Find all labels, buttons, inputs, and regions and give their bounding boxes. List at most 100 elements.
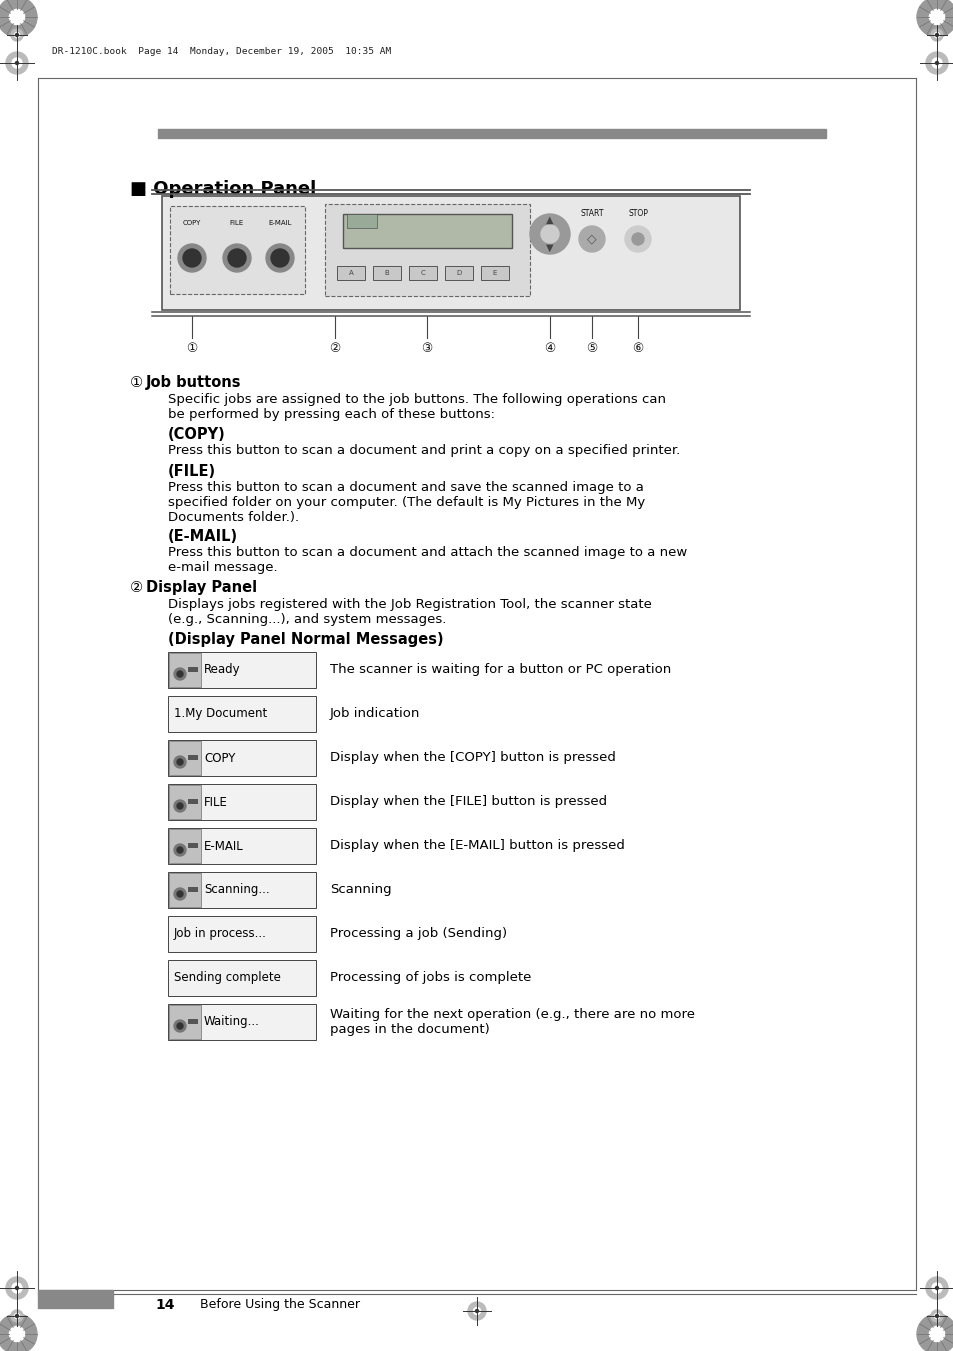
Text: ①: ① xyxy=(186,342,197,354)
Text: Displays jobs registered with the Job Registration Tool, the scanner state
(e.g.: Displays jobs registered with the Job Re… xyxy=(168,598,651,626)
Circle shape xyxy=(931,58,941,68)
Circle shape xyxy=(177,802,183,809)
Text: STOP: STOP xyxy=(627,209,647,218)
Text: E-MAIL: E-MAIL xyxy=(268,220,292,226)
Bar xyxy=(162,196,740,309)
Circle shape xyxy=(266,245,294,272)
Bar xyxy=(169,653,201,688)
Circle shape xyxy=(10,9,25,24)
Text: ■ Operation Panel: ■ Operation Panel xyxy=(130,180,315,199)
Text: ③: ③ xyxy=(421,342,432,354)
Circle shape xyxy=(925,51,947,74)
Text: ②: ② xyxy=(329,342,340,354)
Bar xyxy=(480,266,509,280)
Bar xyxy=(158,128,825,138)
Text: ▲: ▲ xyxy=(546,215,553,226)
Circle shape xyxy=(173,800,186,812)
Circle shape xyxy=(12,58,22,68)
Bar xyxy=(169,873,201,907)
Text: (E-MAIL): (E-MAIL) xyxy=(168,530,238,544)
Circle shape xyxy=(271,249,289,267)
Circle shape xyxy=(173,888,186,900)
Text: Display Panel: Display Panel xyxy=(146,580,257,594)
Bar xyxy=(188,843,198,848)
Circle shape xyxy=(540,226,558,243)
Circle shape xyxy=(15,34,18,36)
Circle shape xyxy=(177,671,183,677)
Circle shape xyxy=(14,32,19,38)
Circle shape xyxy=(934,32,939,38)
Bar xyxy=(168,916,315,952)
Bar xyxy=(168,784,315,820)
Circle shape xyxy=(468,1302,485,1320)
Circle shape xyxy=(177,1023,183,1029)
Bar xyxy=(444,266,473,280)
Text: C: C xyxy=(420,270,425,276)
Circle shape xyxy=(934,1313,939,1319)
Text: COPY: COPY xyxy=(183,220,201,226)
Circle shape xyxy=(14,1313,19,1319)
Text: ◇: ◇ xyxy=(587,232,597,246)
Bar xyxy=(38,1290,112,1308)
Circle shape xyxy=(177,847,183,852)
Circle shape xyxy=(177,759,183,765)
Circle shape xyxy=(935,1286,938,1289)
Text: (FILE): (FILE) xyxy=(168,463,216,480)
Bar xyxy=(168,696,315,732)
Text: Before Using the Scanner: Before Using the Scanner xyxy=(200,1298,359,1310)
Bar xyxy=(336,266,365,280)
Circle shape xyxy=(928,9,943,24)
Text: Scanning: Scanning xyxy=(330,884,392,897)
Text: ②: ② xyxy=(130,580,143,594)
Bar xyxy=(188,1019,198,1024)
Circle shape xyxy=(930,28,942,41)
Text: The scanner is waiting for a button or PC operation: The scanner is waiting for a button or P… xyxy=(330,663,671,677)
Bar xyxy=(373,266,400,280)
Circle shape xyxy=(931,1283,941,1293)
Bar xyxy=(325,204,530,296)
Circle shape xyxy=(578,226,604,253)
Text: Press this button to scan a document and save the scanned image to a
specified f: Press this button to scan a document and… xyxy=(168,481,644,524)
Text: Waiting...: Waiting... xyxy=(204,1016,259,1028)
Circle shape xyxy=(6,51,28,74)
Bar xyxy=(343,213,512,249)
Circle shape xyxy=(928,1327,943,1342)
Bar xyxy=(188,798,198,804)
Circle shape xyxy=(473,1308,480,1315)
Text: Ready: Ready xyxy=(204,663,240,677)
Text: ⑥: ⑥ xyxy=(632,342,643,354)
Text: FILE: FILE xyxy=(204,796,228,808)
Circle shape xyxy=(173,757,186,767)
Text: Sending complete: Sending complete xyxy=(173,971,280,985)
Circle shape xyxy=(15,1315,18,1317)
Text: E-MAIL: E-MAIL xyxy=(204,839,244,852)
Text: Job buttons: Job buttons xyxy=(146,376,241,390)
Text: Press this button to scan a document and attach the scanned image to a new
e-mai: Press this button to scan a document and… xyxy=(168,546,686,574)
Text: Job in process...: Job in process... xyxy=(173,928,267,940)
Bar xyxy=(409,266,436,280)
Bar xyxy=(168,961,315,996)
Bar xyxy=(188,667,198,671)
Text: FILE: FILE xyxy=(230,220,244,226)
Bar xyxy=(347,213,376,228)
Circle shape xyxy=(12,1283,22,1293)
Text: ▼: ▼ xyxy=(546,243,553,253)
Text: (COPY): (COPY) xyxy=(168,427,226,442)
Circle shape xyxy=(173,844,186,857)
Text: 14: 14 xyxy=(154,1298,174,1312)
Bar xyxy=(168,653,315,688)
Text: B: B xyxy=(384,270,389,276)
Bar xyxy=(169,830,201,863)
Bar xyxy=(170,205,305,295)
Circle shape xyxy=(11,1310,23,1323)
Circle shape xyxy=(177,892,183,897)
Text: Processing of jobs is complete: Processing of jobs is complete xyxy=(330,971,531,985)
Text: DR-1210C.book  Page 14  Monday, December 19, 2005  10:35 AM: DR-1210C.book Page 14 Monday, December 1… xyxy=(52,47,391,55)
Text: COPY: COPY xyxy=(204,751,235,765)
Text: D: D xyxy=(456,270,461,276)
Circle shape xyxy=(11,28,23,41)
Bar xyxy=(169,740,201,775)
Circle shape xyxy=(631,232,643,245)
Circle shape xyxy=(223,245,251,272)
Text: ①: ① xyxy=(130,376,143,390)
